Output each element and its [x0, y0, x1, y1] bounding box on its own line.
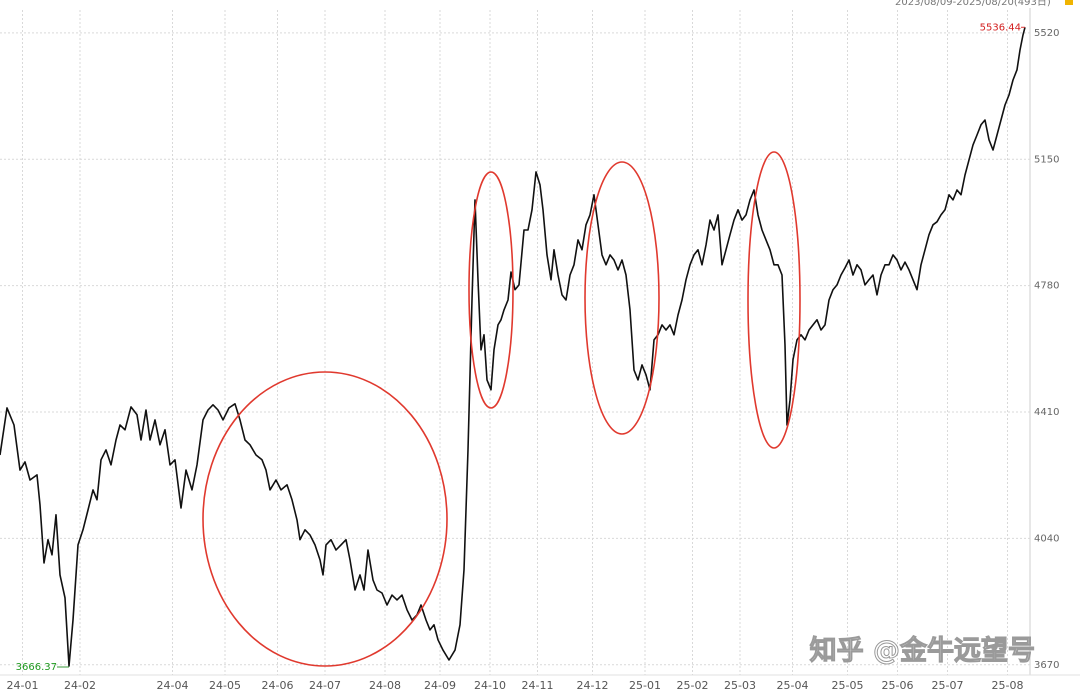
x-tick-label: 24-05	[209, 679, 241, 692]
plot	[0, 27, 1026, 667]
x-tick-label: 24-06	[262, 679, 294, 692]
x-tick-label: 24-08	[369, 679, 401, 692]
x-tick-label: 25-02	[677, 679, 709, 692]
x-tick-label: 24-10	[474, 679, 506, 692]
range-label: 2023/08/09-2025/08/20(493日)	[895, 0, 1051, 8]
icon	[1065, 0, 1073, 5]
y-tick-label: 4040	[1034, 533, 1059, 544]
y-tick-label: 5150	[1034, 154, 1059, 165]
x-tick-label: 24-07	[309, 679, 341, 692]
circle	[468, 171, 514, 409]
circle	[202, 371, 448, 667]
x-tick-label: 24-01	[7, 679, 39, 692]
x-tick-label: 24-04	[157, 679, 189, 692]
max-label: 5536.44	[980, 22, 1021, 33]
min-label: 3666.37	[16, 662, 57, 673]
x-tick-label: 24-02	[64, 679, 96, 692]
x-tick-label: 25-06	[882, 679, 914, 692]
x-tick-label: 25-03	[724, 679, 756, 692]
labels: 3670 4040 4410 4780 5150 5520 24-01 24-02 24-04 2…	[7, 22, 1060, 692]
y-tick-label: 4410	[1034, 407, 1059, 418]
x-tick-label: 24-12	[577, 679, 609, 692]
x-tick-label: 25-07	[932, 679, 964, 692]
x-tick-label: 25-08	[992, 679, 1024, 692]
y-tick-label: 3670	[1034, 660, 1059, 671]
circle	[584, 161, 660, 435]
price-line	[0, 27, 1026, 667]
highlight-circles	[202, 151, 801, 667]
x-tick-label: 25-05	[832, 679, 864, 692]
watermark: 知乎 @金牛远望号	[810, 635, 1035, 667]
y-tick-label: 4780	[1034, 281, 1059, 292]
y-tick-label: 5520	[1034, 28, 1059, 39]
x-tick-label: 24-11	[522, 679, 554, 692]
x-tick-label: 25-04	[777, 679, 809, 692]
x-tick-label: 25-01	[629, 679, 661, 692]
grid	[0, 10, 1030, 675]
circle	[747, 151, 801, 449]
x-tick-label: 24-09	[424, 679, 456, 692]
